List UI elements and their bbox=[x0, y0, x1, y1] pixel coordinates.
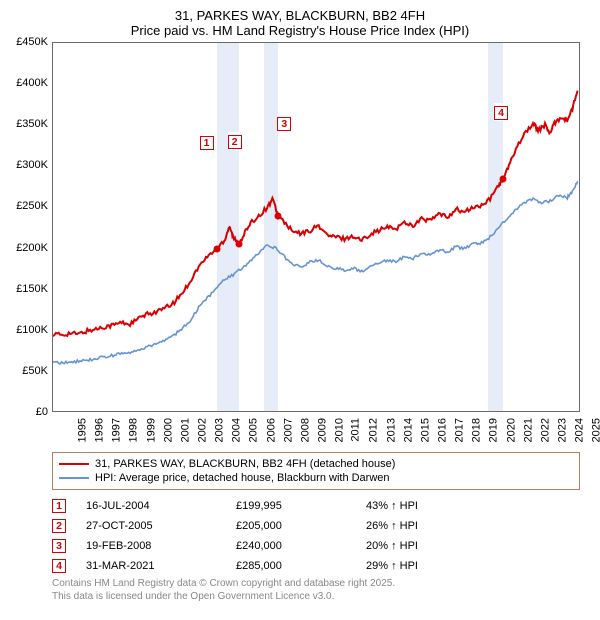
x-axis-label: 2022 bbox=[539, 418, 551, 442]
event-marker: 3 bbox=[277, 114, 291, 132]
event-cell-index: 3 bbox=[52, 539, 86, 553]
legend-swatch bbox=[59, 477, 89, 479]
event-cell-index: 1 bbox=[52, 499, 86, 513]
legend-label: 31, PARKES WAY, BLACKBURN, BB2 4FH (deta… bbox=[95, 458, 395, 470]
x-axis-label: 2011 bbox=[350, 418, 362, 442]
x-axis-label: 2001 bbox=[179, 418, 191, 442]
event-cell-pct: 43% ↑ HPI bbox=[366, 500, 496, 512]
event-index-box: 3 bbox=[52, 539, 66, 553]
event-index-box: 2 bbox=[228, 135, 242, 149]
x-axis-label: 2021 bbox=[522, 418, 534, 442]
x-axis-label: 2003 bbox=[214, 418, 226, 442]
license-line1: Contains HM Land Registry data © Crown c… bbox=[52, 578, 580, 591]
event-dot bbox=[500, 175, 507, 182]
event-index-box: 1 bbox=[52, 499, 66, 513]
title-line2: Price paid vs. HM Land Registry's House … bbox=[10, 23, 590, 38]
y-axis-label: £400K bbox=[2, 77, 48, 89]
license-text: Contains HM Land Registry data © Crown c… bbox=[52, 578, 580, 603]
event-index-box: 4 bbox=[494, 106, 508, 120]
event-cell-price: £240,000 bbox=[236, 540, 366, 552]
legend-swatch bbox=[59, 463, 89, 465]
event-row: 1 16-JUL-2004£199,99543% ↑ HPI bbox=[52, 496, 580, 516]
x-axis-label: 1995 bbox=[76, 418, 88, 442]
y-axis-label: £450K bbox=[2, 36, 48, 48]
x-axis-label: 2008 bbox=[299, 418, 311, 442]
event-dot bbox=[213, 245, 220, 252]
event-index-box: 4 bbox=[52, 559, 66, 573]
x-axis-label: 2020 bbox=[505, 418, 517, 442]
x-axis-label: 2019 bbox=[488, 418, 500, 442]
title-line1: 31, PARKES WAY, BLACKBURN, BB2 4FH bbox=[10, 8, 590, 23]
event-cell-pct: 29% ↑ HPI bbox=[366, 560, 496, 572]
y-axis-label: £150K bbox=[2, 283, 48, 295]
legend-label: HPI: Average price, detached house, Blac… bbox=[95, 472, 390, 484]
event-cell-price: £205,000 bbox=[236, 520, 366, 532]
x-axis-label: 2007 bbox=[282, 418, 294, 442]
event-index-box: 1 bbox=[200, 136, 214, 150]
x-axis-label: 2002 bbox=[196, 418, 208, 442]
event-marker: 4 bbox=[494, 103, 508, 121]
x-axis-label: 2023 bbox=[556, 418, 568, 442]
event-row: 4 31-MAR-2021£285,00029% ↑ HPI bbox=[52, 556, 580, 576]
legend-item: 31, PARKES WAY, BLACKBURN, BB2 4FH (deta… bbox=[59, 457, 573, 471]
event-cell-date: 16-JUL-2004 bbox=[86, 500, 236, 512]
event-cell-price: £285,000 bbox=[236, 560, 366, 572]
x-axis-label: 2005 bbox=[248, 418, 260, 442]
x-axis-label: 2016 bbox=[436, 418, 448, 442]
event-dot bbox=[275, 212, 282, 219]
y-axis-label: £0 bbox=[2, 406, 48, 418]
y-axis-label: £100K bbox=[2, 324, 48, 336]
events-table: 1 16-JUL-2004£199,99543% ↑ HPI 2 27-OCT-200… bbox=[52, 496, 580, 576]
event-cell-price: £199,995 bbox=[236, 500, 366, 512]
event-row: 2 27-OCT-2005£205,00026% ↑ HPI bbox=[52, 516, 580, 536]
x-axis-label: 2010 bbox=[334, 418, 346, 442]
event-dot bbox=[235, 241, 242, 248]
y-axis-label: £350K bbox=[2, 118, 48, 130]
x-axis-label: 2025 bbox=[591, 418, 600, 442]
chart-svg bbox=[53, 43, 581, 413]
x-axis-label: 2006 bbox=[265, 418, 277, 442]
x-axis-label: 2013 bbox=[385, 418, 397, 442]
event-index-box: 2 bbox=[52, 519, 66, 533]
event-marker: 2 bbox=[228, 132, 242, 150]
x-axis-label: 2015 bbox=[419, 418, 431, 442]
chart-plot: 12 3 4 bbox=[52, 42, 580, 412]
event-index-box: 3 bbox=[277, 117, 291, 131]
event-cell-index: 2 bbox=[52, 519, 86, 533]
y-axis-label: £250K bbox=[2, 200, 48, 212]
y-axis-label: £300K bbox=[2, 159, 48, 171]
legend-item: HPI: Average price, detached house, Blac… bbox=[59, 471, 573, 485]
chart-legend: 31, PARKES WAY, BLACKBURN, BB2 4FH (deta… bbox=[52, 452, 580, 490]
event-cell-date: 19-FEB-2008 bbox=[86, 540, 236, 552]
x-axis-label: 2004 bbox=[231, 418, 243, 442]
x-axis-label: 2017 bbox=[454, 418, 466, 442]
event-cell-index: 4 bbox=[52, 559, 86, 573]
x-axis-label: 1996 bbox=[94, 418, 106, 442]
event-cell-pct: 20% ↑ HPI bbox=[366, 540, 496, 552]
x-axis-label: 1999 bbox=[145, 418, 157, 442]
x-axis-label: 2018 bbox=[471, 418, 483, 442]
x-axis-label: 2014 bbox=[402, 418, 414, 442]
x-axis-label: 2012 bbox=[368, 418, 380, 442]
event-cell-date: 27-OCT-2005 bbox=[86, 520, 236, 532]
x-axis-label: 2024 bbox=[574, 418, 586, 442]
license-line2: This data is licensed under the Open Gov… bbox=[52, 591, 580, 604]
event-cell-date: 31-MAR-2021 bbox=[86, 560, 236, 572]
x-axis-label: 2000 bbox=[162, 418, 174, 442]
x-axis-label: 1997 bbox=[111, 418, 123, 442]
x-axis-label: 1998 bbox=[128, 418, 140, 442]
series-hpi bbox=[53, 181, 578, 364]
event-marker: 1 bbox=[200, 133, 214, 151]
event-cell-pct: 26% ↑ HPI bbox=[366, 520, 496, 532]
x-axis-label: 2009 bbox=[316, 418, 328, 442]
chart-area: 1234 £0£50K£100K£150K£200K£250K£300K£350… bbox=[52, 42, 580, 422]
chart-title-block: 31, PARKES WAY, BLACKBURN, BB2 4FH Price… bbox=[0, 0, 600, 42]
series-property bbox=[53, 91, 578, 337]
event-row: 3 19-FEB-2008£240,00020% ↑ HPI bbox=[52, 536, 580, 556]
y-axis-label: £200K bbox=[2, 242, 48, 254]
y-axis-label: £50K bbox=[2, 365, 48, 377]
